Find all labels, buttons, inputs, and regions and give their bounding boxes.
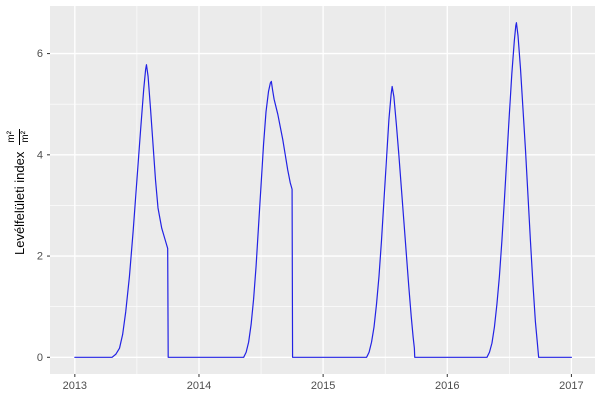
x-tick-label: 2017 [559,380,583,392]
y-tick-label: 2 [37,251,43,263]
data-line-leaf-area-index [74,22,573,358]
y-axis-title: Levélfelületi index m² m² [6,42,32,342]
x-tick-label: 2014 [187,380,211,392]
y-tick-label: 6 [37,48,43,60]
x-tick-label: 2013 [63,380,87,392]
y-axis-unit-fraction: m² m² [6,128,31,145]
unit-fraction-denominator: m² [19,130,31,143]
y-tick-label: 0 [37,352,43,364]
x-tick-label: 2015 [311,380,335,392]
unit-fraction-numerator: m² [6,128,20,145]
y-tick-label: 4 [37,149,43,161]
x-tick-label: 2016 [435,380,459,392]
y-axis-title-text: Levélfelületi index [11,151,27,256]
